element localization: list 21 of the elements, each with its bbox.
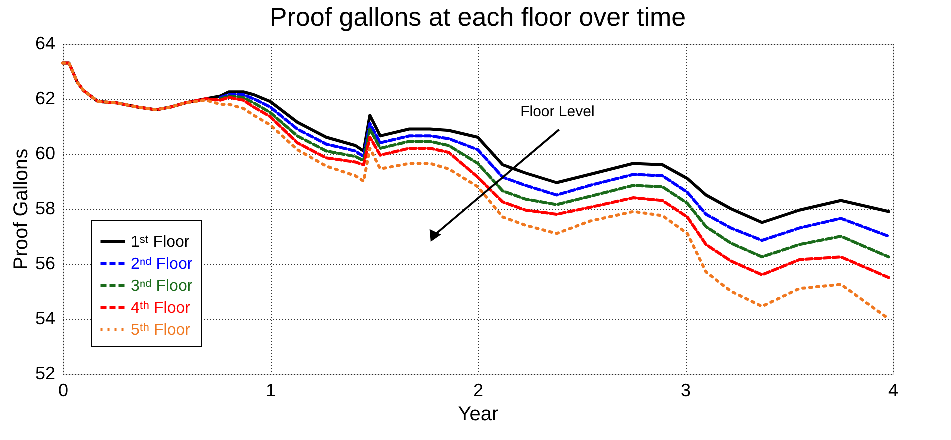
chart-title: Proof gallons at each floor over time <box>270 2 686 32</box>
x-tick-label: 3 <box>680 380 692 400</box>
legend-label: 3ⁿᵈ Floor <box>131 278 194 295</box>
legend-label: 4ᵗʰ Floor <box>131 300 192 317</box>
x-tick-label: 4 <box>888 380 899 400</box>
y-tick-label: 54 <box>35 308 56 328</box>
x-tick-label: 2 <box>473 380 484 400</box>
y-axis-title: Proof Gallons <box>10 148 32 270</box>
y-tick-label: 62 <box>35 88 56 108</box>
y-tick-label: 52 <box>35 364 56 384</box>
y-tick-label: 64 <box>35 34 56 54</box>
x-axis-title: Year <box>458 404 500 426</box>
legend-label: 1ˢᵗ Floor <box>131 234 190 251</box>
legend-label: 5ᵗʰ Floor <box>131 322 192 339</box>
x-tick-label: 0 <box>58 380 69 400</box>
legend-label: 2ⁿᵈ Floor <box>131 256 194 273</box>
y-tick-label: 56 <box>35 254 56 274</box>
x-tick-label: 1 <box>266 380 276 400</box>
annotation: Floor Level <box>520 104 595 121</box>
y-tick-label: 60 <box>35 144 56 164</box>
y-tick-label: 58 <box>35 198 56 218</box>
